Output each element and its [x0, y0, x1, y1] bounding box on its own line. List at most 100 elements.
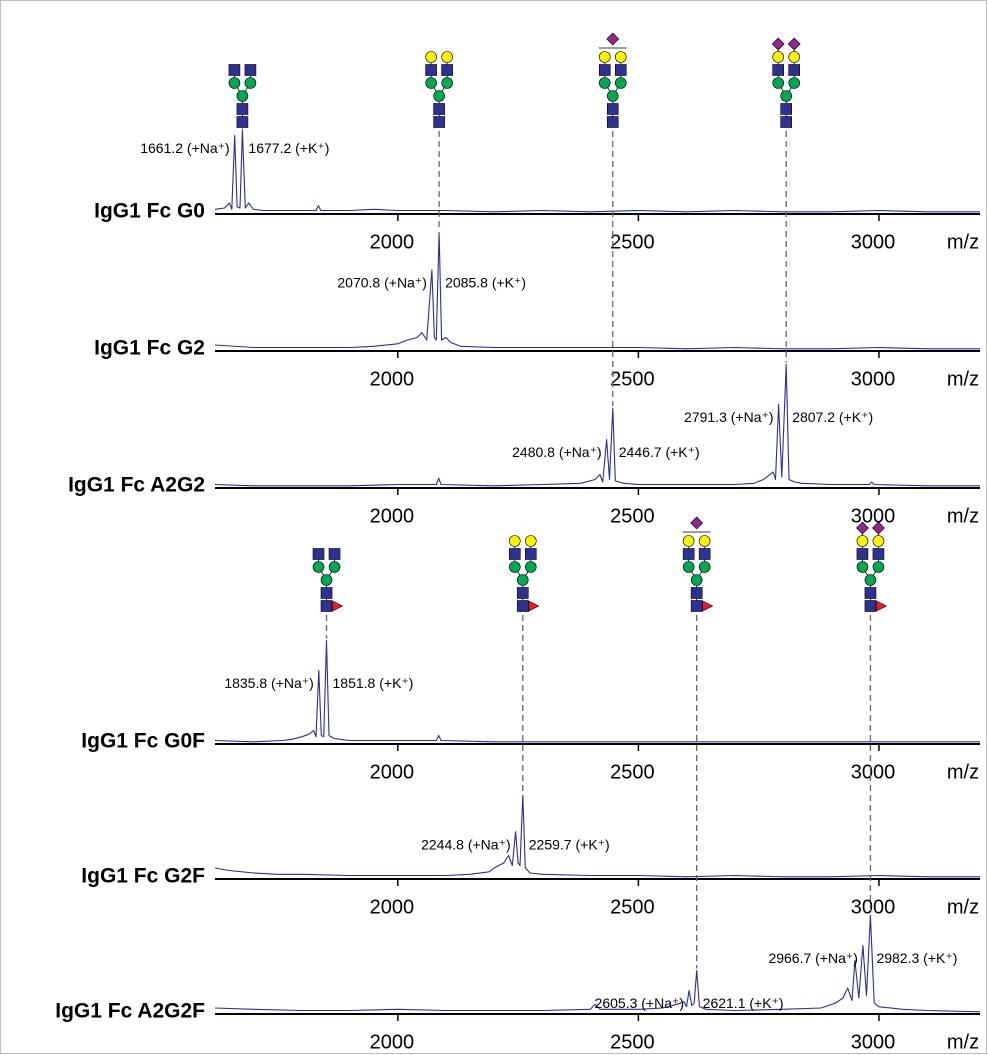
mannose	[780, 90, 793, 102]
panel-title: IgG1 Fc G0F	[81, 730, 205, 753]
glcnac	[328, 548, 341, 560]
glcnac	[606, 116, 619, 128]
x-tick-label: 2500	[610, 896, 655, 918]
sialic-acid	[606, 32, 620, 46]
glcnac	[508, 548, 521, 560]
glcnac	[698, 548, 711, 560]
x-axis-label: m/z	[947, 505, 979, 527]
x-tick-label: 2000	[370, 368, 415, 390]
galactose	[788, 51, 801, 63]
mannose	[228, 77, 241, 89]
panel-title: IgG1 Fc A2G2	[68, 474, 205, 497]
galactose	[508, 535, 521, 547]
x-tick-label: 3000	[851, 896, 896, 918]
peak-label: 2480.8 (+Na⁺)	[512, 444, 602, 460]
galactose	[772, 51, 785, 63]
peak-label: 2966.7 (+Na⁺)	[768, 950, 858, 966]
mannose	[320, 574, 333, 586]
fucose	[528, 600, 540, 612]
panel-title: IgG1 Fc A2G2F	[55, 1000, 205, 1023]
panel-title: IgG1 Fc G2F	[81, 865, 205, 888]
glcnac	[524, 548, 537, 560]
peak-label: 1835.8 (+Na⁺)	[224, 675, 314, 691]
glcnac	[516, 587, 529, 599]
mannose	[788, 77, 801, 89]
mannose	[328, 561, 341, 573]
peak-label: 1851.8 (+K⁺)	[333, 675, 414, 691]
mannose	[441, 77, 453, 89]
sialic-acid	[856, 521, 869, 535]
mannose	[524, 561, 537, 573]
mannose	[312, 561, 325, 573]
galactose	[682, 535, 695, 547]
mannose	[690, 574, 703, 586]
x-tick-label: 2500	[610, 505, 655, 527]
peak-label: 2982.3 (+K⁺)	[876, 950, 957, 966]
galactose	[425, 51, 437, 63]
mannose	[864, 574, 877, 586]
glcnac	[856, 548, 869, 560]
x-tick-label: 3000	[851, 368, 896, 390]
mannose	[606, 90, 619, 102]
sialic-acid	[787, 37, 801, 51]
panel-title: IgG1 Fc G0	[94, 200, 205, 223]
galactose	[441, 51, 453, 63]
galactose	[856, 535, 869, 547]
fucose	[876, 600, 888, 612]
glcnac	[228, 64, 241, 76]
panel-title: IgG1 Fc G2	[94, 337, 205, 360]
mannose	[244, 77, 257, 89]
peak-label: 2244.8 (+Na⁺)	[421, 836, 511, 852]
x-tick-label: 2000	[370, 1031, 415, 1053]
galactose	[614, 51, 627, 63]
glcnac	[780, 116, 793, 128]
glcnac	[682, 548, 695, 560]
glcnac	[780, 103, 793, 115]
glcnac	[236, 116, 249, 128]
x-tick-label: 2500	[610, 368, 655, 390]
x-tick-label: 2000	[370, 896, 415, 918]
x-tick-label: 2000	[370, 505, 415, 527]
mannose	[236, 90, 249, 102]
glcnac	[320, 600, 333, 612]
mannose	[872, 561, 885, 573]
galactose	[524, 535, 537, 547]
x-tick-label: 2500	[610, 1031, 655, 1053]
galactose	[872, 535, 885, 547]
peak-label: 1661.2 (+Na⁺)	[140, 140, 230, 156]
mannose	[682, 561, 695, 573]
glcnac	[772, 64, 785, 76]
glcnac	[614, 64, 627, 76]
glcnac	[864, 587, 877, 599]
mannose	[598, 77, 611, 89]
x-tick-label: 3000	[851, 761, 896, 783]
x-axis-label: m/z	[947, 1031, 979, 1053]
sialic-acid	[872, 521, 885, 535]
glcnac	[441, 64, 453, 76]
glcnac	[690, 587, 703, 599]
x-axis-label: m/z	[947, 231, 979, 253]
glcnac	[606, 103, 619, 115]
sialic-acid	[690, 516, 704, 530]
glcnac	[312, 548, 325, 560]
mannose	[516, 574, 529, 586]
x-tick-label: 2000	[370, 231, 415, 253]
peak-label: 2807.2 (+K⁺)	[792, 409, 873, 425]
x-axis-label: m/z	[947, 761, 979, 783]
spectrum	[214, 363, 980, 487]
glcnac	[516, 600, 529, 612]
mannose	[425, 77, 437, 89]
spectrum	[214, 639, 980, 743]
glcnac	[872, 548, 885, 560]
sialic-acid	[771, 37, 785, 51]
mannose	[508, 561, 521, 573]
glcnac	[864, 600, 877, 612]
peak-label: 2085.8 (+K⁺)	[445, 275, 526, 291]
galactose	[698, 535, 711, 547]
glcnac	[433, 103, 445, 115]
x-tick-label: 2500	[610, 761, 655, 783]
x-axis-label: m/z	[947, 368, 979, 390]
x-tick-label: 3000	[851, 231, 896, 253]
